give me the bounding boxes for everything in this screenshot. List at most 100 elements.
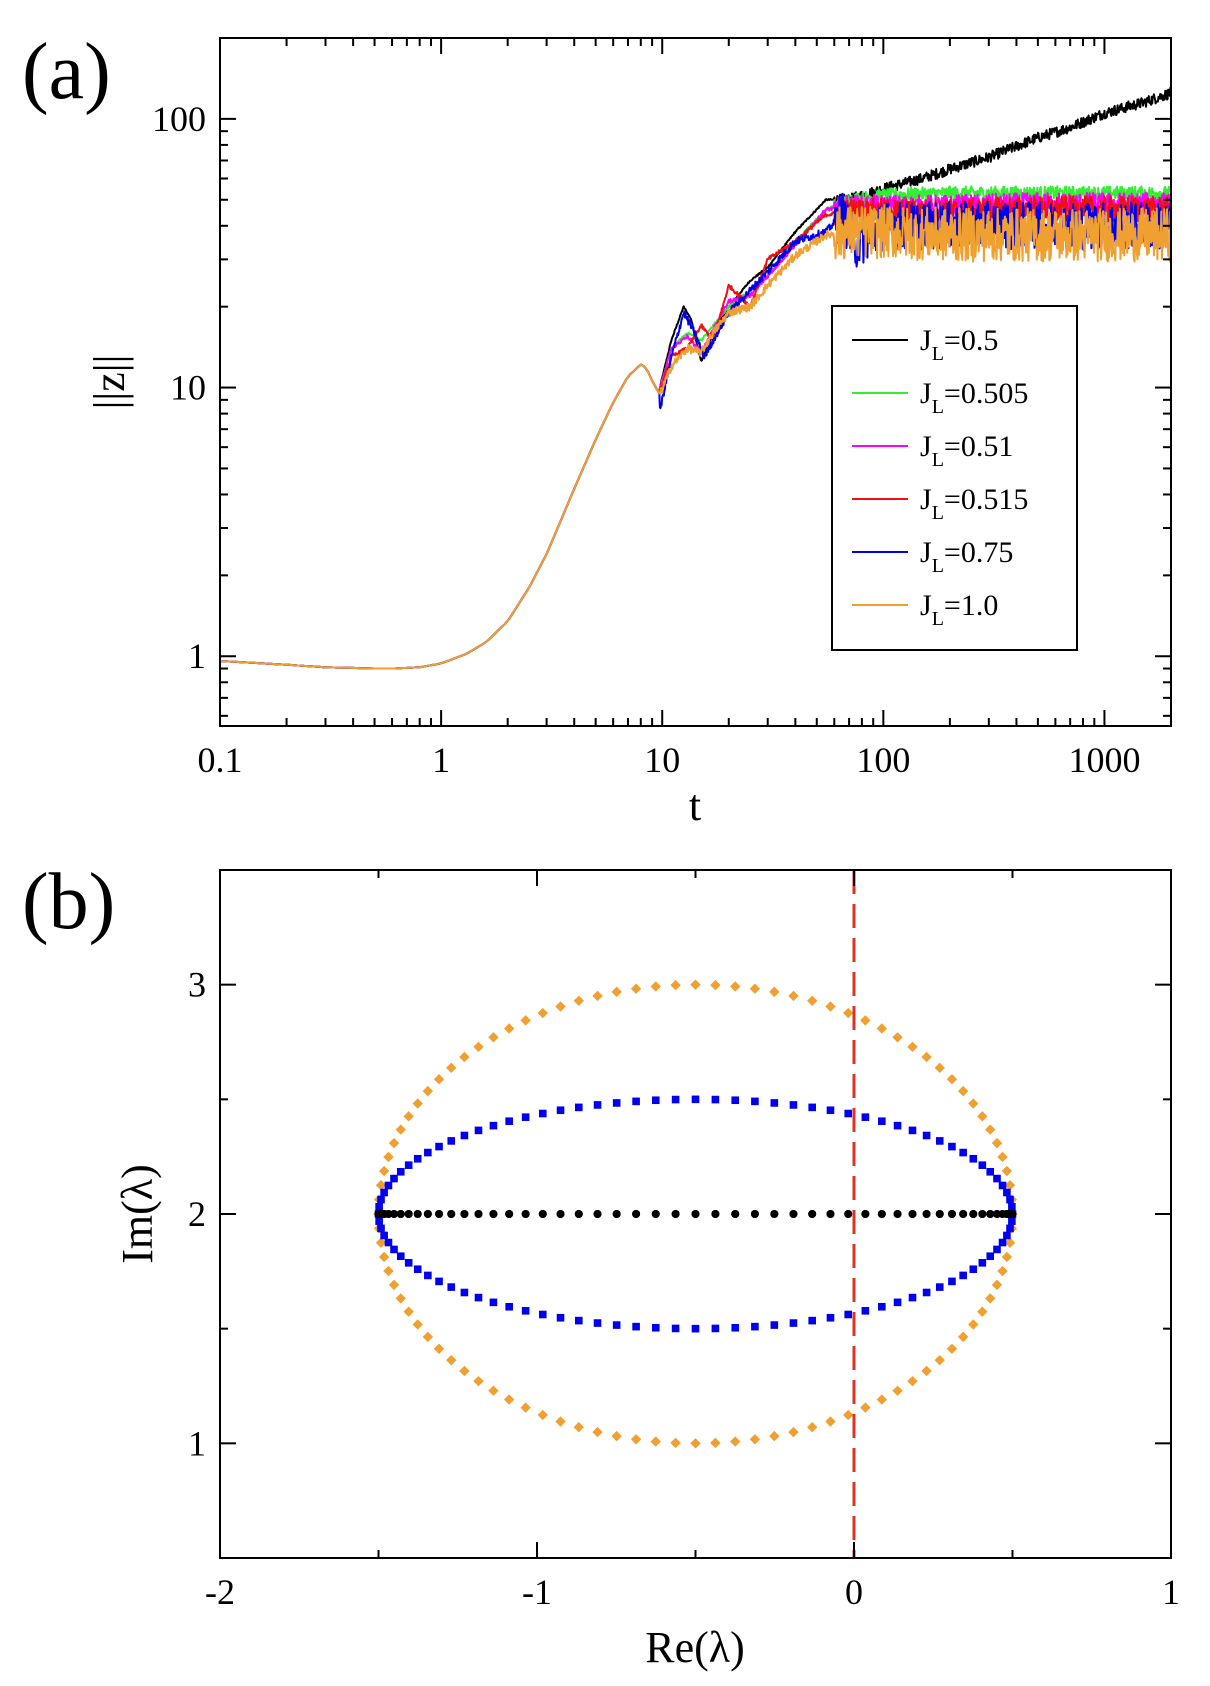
eigenvalue-point (826, 1106, 835, 1115)
eigenvalue-point (986, 1167, 995, 1176)
eigenvalue-point (447, 1137, 456, 1145)
eigenvalue-point (969, 1210, 978, 1218)
legend-label: JL=1.0 (920, 589, 998, 630)
legend-label: JL=0.75 (920, 536, 1013, 577)
eigenvalue-point (424, 1271, 432, 1280)
eigenvalue-point (474, 1126, 483, 1135)
eigenvalue-point (1001, 1251, 1013, 1263)
legend-label-main: J (920, 536, 932, 569)
legend-label: JL=0.51 (920, 430, 1013, 471)
x-tick-label: 0 (845, 1572, 863, 1612)
eigenvalue-point (593, 1319, 602, 1327)
eigenvalue-point (460, 1131, 469, 1140)
eigenvalue-point (435, 1142, 443, 1151)
legend-label: JL=0.505 (920, 377, 1028, 418)
eigenvalue-point (395, 1293, 406, 1304)
eigenvalue-point (946, 1343, 958, 1354)
eigenvalue-point (632, 1210, 641, 1218)
eigenvalue-point (433, 1343, 445, 1354)
eigenvalue-point (390, 1174, 398, 1183)
eigenvalue-point (537, 1007, 548, 1019)
eigenvalue-point (959, 1271, 967, 1280)
eigenvalue-point (978, 1210, 987, 1218)
eigenvalue-point (375, 1237, 387, 1248)
eigenvalue-point (770, 1321, 779, 1329)
eigenvalue-point (413, 1265, 422, 1274)
eigenvalue-point (710, 979, 721, 991)
eigenvalue-point (1004, 1180, 1016, 1191)
eigenvalue-point (473, 1375, 484, 1387)
eigenvalue-point (935, 1210, 944, 1218)
eigenvalue-point (997, 1265, 1008, 1277)
eigenvalue-point (861, 1113, 870, 1121)
eigenvalue-point (671, 1095, 680, 1104)
eigenvalue-point (384, 1181, 393, 1190)
eigenvalue-point (770, 1210, 779, 1218)
eigenvalue-point (378, 1251, 390, 1263)
eigenvalue-point (921, 1365, 932, 1377)
eigenvalue-point (632, 1097, 640, 1106)
y-tick-label: 100 (152, 99, 206, 139)
eigenvalue-point (404, 1210, 413, 1218)
eigenvalue-point (969, 1154, 978, 1163)
eigenvalue-point (750, 1210, 759, 1218)
eigenvalue-point (612, 1210, 621, 1218)
eigenvalue-point (922, 1288, 931, 1297)
eigenvalue-point (968, 1319, 979, 1330)
eigenvalue-point (538, 1310, 547, 1319)
eigenvalue-point (908, 1210, 917, 1218)
eigenvalue-point (459, 1365, 470, 1377)
eigenvalue-point (413, 1210, 422, 1218)
eigenvalue-point (520, 1015, 531, 1026)
eigenvalue-point (922, 1131, 931, 1140)
eigenvalue-point (860, 1402, 871, 1413)
eigenvalue-point (959, 1148, 967, 1157)
eigenvalue-point (521, 1307, 530, 1315)
eigenvalue-point (380, 1188, 388, 1197)
eigenvalue-point (503, 1394, 515, 1405)
eigenvalue-point (488, 1385, 499, 1396)
eigenvalue-point (993, 1245, 1001, 1254)
eigenvalue-point (1008, 1203, 1016, 1211)
eigenvalue-point (907, 1041, 918, 1053)
y-tick-label: 2 (188, 1194, 206, 1234)
legend-label-main: J (920, 483, 932, 516)
eigenvalue-point (1006, 1195, 1014, 1204)
eigenvalue-point (375, 1217, 383, 1225)
legend-label-value: =0.75 (944, 536, 1013, 569)
eigenvalue-point (390, 1210, 399, 1218)
panel-a-y-axis-title: ||z|| (85, 355, 134, 410)
eigenvalue-point (520, 1402, 531, 1413)
eigenvalue-point (844, 1109, 853, 1118)
eigenvalue-point (556, 1106, 565, 1115)
eigenvalue-point (969, 1265, 978, 1274)
eigenvalue-point (908, 1293, 917, 1302)
eigenvalue-point (555, 1416, 566, 1427)
eigenvalue-point (556, 1313, 565, 1322)
eigenvalue-point (769, 1430, 780, 1442)
eigenvalue-point (573, 995, 585, 1006)
legend-label: JL=0.5 (920, 324, 998, 365)
eigenvalue-point (433, 1074, 445, 1085)
eigenvalue-point (538, 1210, 547, 1218)
eigenvalue-point (573, 1422, 585, 1433)
eigenvalue-point (670, 979, 681, 991)
eigenvalue-point (489, 1121, 498, 1130)
eigenvalue-point (691, 1324, 700, 1333)
y-tick-label: 1 (188, 636, 206, 676)
panel-a-frame (219, 37, 1172, 727)
eigenvalue-point (691, 1210, 700, 1218)
eigenvalue-point (422, 1331, 434, 1343)
eigenvalue-point (538, 1109, 547, 1118)
x-tick-label: 1 (1162, 1572, 1180, 1612)
legend-label-value: =1.0 (944, 589, 998, 622)
eigenvalue-point (751, 1322, 759, 1331)
panel-b-ticks (219, 869, 1172, 1559)
eigenvalue-point (948, 1142, 956, 1151)
eigenvalue-point (611, 1430, 622, 1442)
eigenvalue-point (892, 1032, 903, 1043)
eigenvalue-point (977, 1306, 988, 1317)
y-tick-label: 10 (170, 368, 206, 408)
eigenvalue-point (878, 1117, 886, 1126)
eigenvalue-point (474, 1210, 483, 1218)
